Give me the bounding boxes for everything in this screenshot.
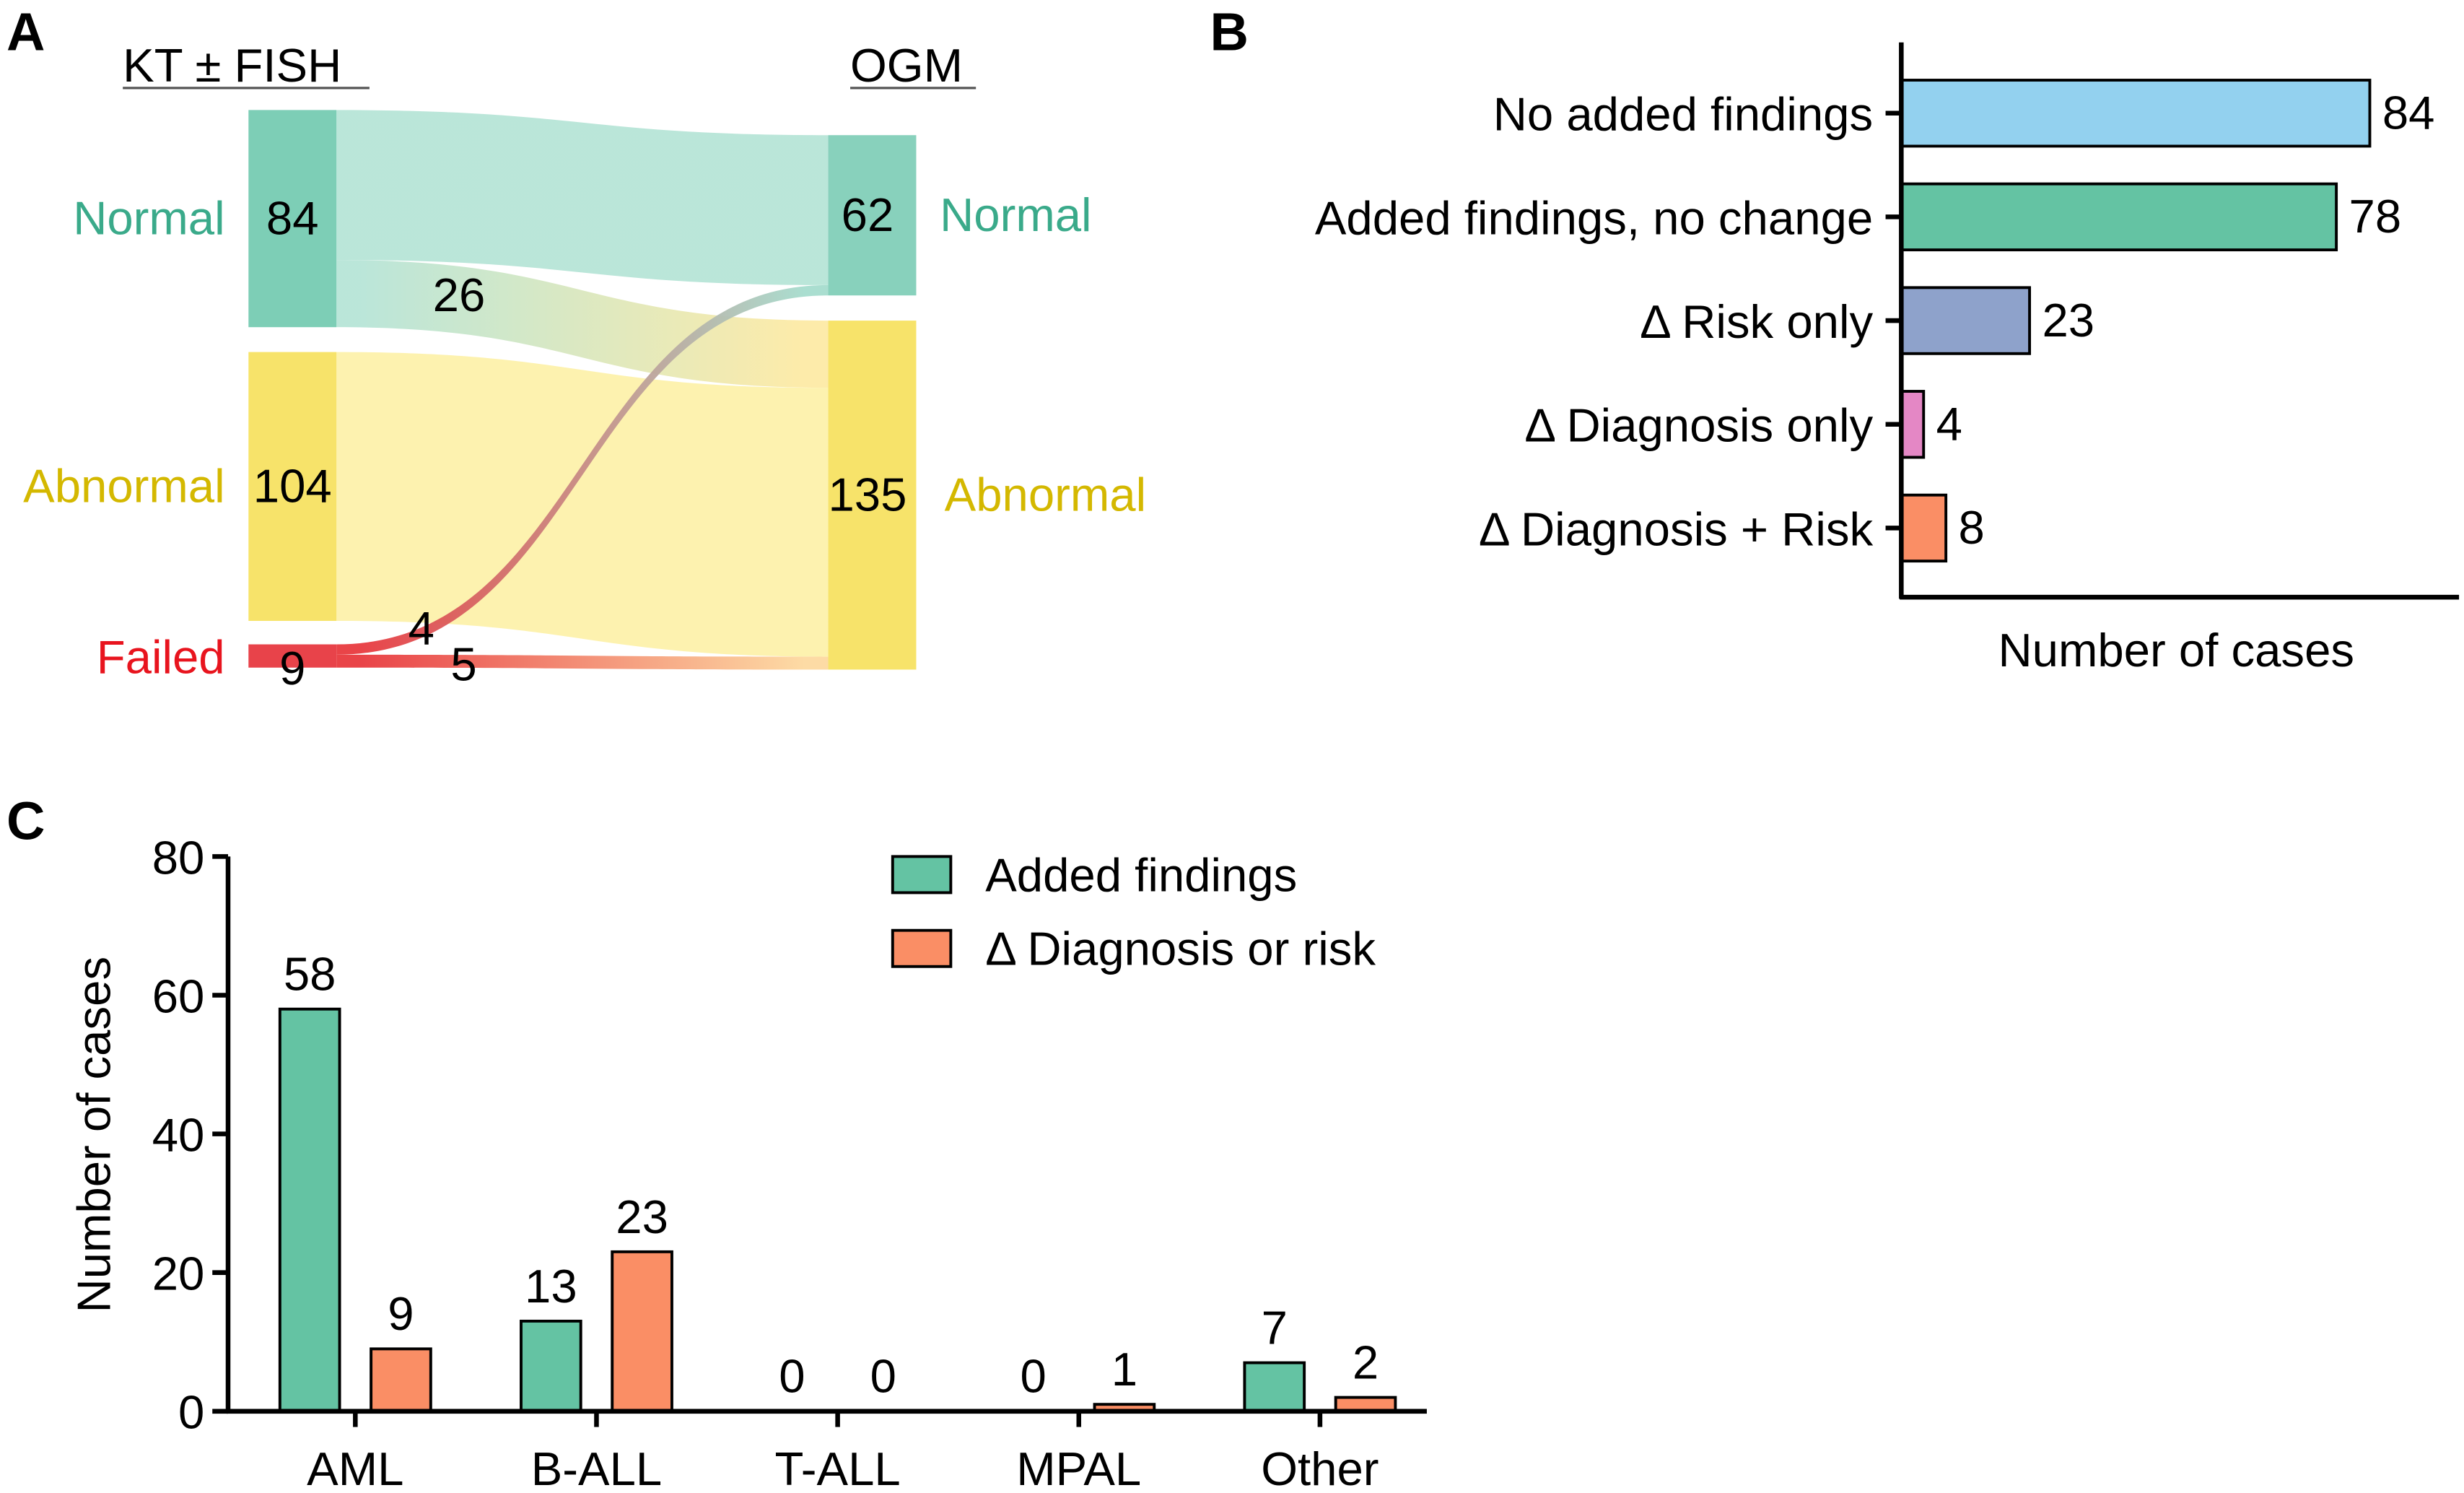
- value-label: 4: [1936, 398, 1962, 450]
- value-label: 23: [2042, 294, 2094, 347]
- sankey-node: [248, 110, 337, 328]
- panel-letter-c: C: [6, 791, 45, 850]
- value-label: 8: [1959, 501, 1985, 554]
- x-tick-label: MPAL: [1016, 1442, 1141, 1493]
- value-label: 7: [1262, 1301, 1288, 1354]
- sankey-link: [336, 110, 829, 285]
- sankey-node: [828, 321, 917, 670]
- value-label: 0: [870, 1350, 896, 1403]
- value-label: 2: [1353, 1336, 1379, 1388]
- node-value: 135: [828, 469, 906, 521]
- panel-c-legend: Added findings Δ Diagnosis or risk: [891, 848, 1376, 975]
- sankey-node: [248, 352, 337, 622]
- panel-c-bars: 0 20 40 60 80 AML 58 9 B-ALL 13 23 T-ALL 0 0 MPAL 0 1 Oth…: [152, 831, 1397, 1493]
- y-tick-label: 80: [152, 831, 205, 884]
- sankey-left-header: KT ± FISH: [123, 39, 341, 92]
- y-tick-label: 20: [152, 1248, 205, 1300]
- legend-label: Δ Diagnosis or risk: [985, 923, 1376, 975]
- bar: [520, 1319, 582, 1413]
- value-label: 84: [2382, 87, 2435, 139]
- category-label: No added findings: [1493, 88, 1873, 141]
- panel-b-x-label: Number of cases: [1998, 624, 2355, 676]
- category-label: Δ Risk only: [1640, 295, 1873, 348]
- node-value: 62: [842, 188, 894, 241]
- sankey-link: [336, 260, 829, 388]
- y-tick-label: 60: [152, 970, 205, 1022]
- legend-label: Added findings: [985, 848, 1297, 901]
- category-label: Added findings, no change: [1315, 191, 1873, 244]
- x-tick-label: AML: [307, 1442, 403, 1493]
- node-label: Abnormal: [23, 460, 224, 513]
- flow-label: 26: [433, 269, 486, 321]
- category-label: Δ Diagnosis only: [1524, 399, 1873, 452]
- panel-c-y-label: Number of cases: [68, 957, 121, 1313]
- node-label: Abnormal: [945, 469, 1146, 521]
- sankey-node: [248, 644, 337, 668]
- x-tick-label: B-ALL: [531, 1442, 662, 1493]
- bar: [1900, 79, 2372, 148]
- panel-c: C Number of cases 020406080AML589B-ALL13…: [6, 791, 1427, 1493]
- x-tick-label: T-ALL: [775, 1442, 901, 1493]
- bar: [278, 1007, 341, 1413]
- x-tick-label: Other: [1261, 1442, 1379, 1493]
- y-tick-label: 0: [178, 1386, 204, 1439]
- value-label: 9: [388, 1287, 414, 1340]
- category-label: Δ Diagnosis + Risk: [1479, 502, 1874, 555]
- value-label: 13: [525, 1260, 577, 1313]
- bar: [370, 1347, 432, 1413]
- sankey-link: [336, 352, 829, 657]
- sankey-links: 26 45: [336, 110, 829, 691]
- legend-swatch: [891, 928, 953, 968]
- node-label: Normal: [73, 192, 224, 245]
- node-value: 84: [266, 192, 319, 245]
- legend-swatch: [891, 855, 953, 895]
- panel-a: A KT ± FISH OGM 26 45 84 Normal 104 Abnormal…: [6, 2, 1146, 695]
- value-label: 23: [616, 1191, 668, 1243]
- sankey-node: [828, 135, 917, 296]
- bar: [611, 1250, 673, 1413]
- bar: [1900, 390, 1926, 459]
- bar: [1900, 286, 2032, 355]
- panel-letter-a: A: [6, 2, 45, 62]
- bar: [1900, 182, 2338, 252]
- bar: [1243, 1361, 1306, 1413]
- sankey-nodes: 84 Normal 104 Abnormal 9 Failed 62 Normal 135 Abn…: [23, 110, 1146, 695]
- node-label: Failed: [97, 631, 225, 684]
- bar: [1900, 493, 1948, 563]
- value-label: 0: [1020, 1350, 1046, 1403]
- node-value: 104: [253, 460, 332, 513]
- value-label: 78: [2349, 190, 2402, 243]
- panel-letter-b: B: [1210, 2, 1249, 62]
- value-label: 0: [779, 1350, 805, 1403]
- value-label: 58: [284, 948, 336, 1001]
- flow-label: 4: [409, 602, 434, 655]
- sankey-link: [336, 654, 829, 670]
- node-label: Normal: [940, 188, 1091, 241]
- flow-label: 5: [450, 638, 476, 691]
- sankey-link: [336, 284, 829, 655]
- sankey-right-header: OGM: [850, 39, 963, 92]
- value-label: 1: [1111, 1343, 1137, 1396]
- node-value: 9: [279, 642, 305, 695]
- y-tick-label: 40: [152, 1109, 205, 1162]
